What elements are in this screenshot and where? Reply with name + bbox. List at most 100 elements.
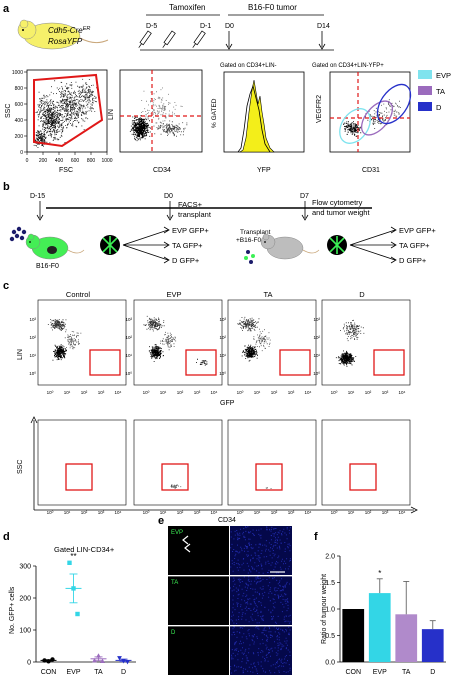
facs-line-2: transplant	[178, 210, 212, 219]
data-point	[92, 658, 97, 663]
gfp-tick-label: 10⁴	[399, 390, 406, 395]
ssc-label-c: SSC	[17, 460, 24, 474]
data-point	[67, 560, 72, 565]
day-m15: D-15	[30, 193, 45, 200]
mouse-grey-icon	[260, 233, 320, 260]
legend-a: EVP TA D	[418, 70, 451, 112]
gfp-tick-label: 10³	[194, 390, 201, 395]
gfp-tick-label: 10³	[288, 390, 295, 395]
flow-plot-ssc-cd34-ta: 10⁰ 10¹ 10² 10³ 10⁴	[227, 419, 317, 515]
arrowhead-icon	[182, 535, 189, 545]
cd34-tick-label: 10²	[365, 510, 372, 515]
fsc-tick-label: 400	[55, 158, 64, 164]
y-tick-label: 2.0	[325, 554, 335, 561]
flow-plot-vegfr2-cd31	[329, 71, 412, 153]
output-right-label: TA GFP+	[399, 241, 430, 250]
b16-cells-icon	[9, 226, 27, 242]
gfp-tick-label: 10⁰	[47, 390, 54, 395]
micrograph-label-evp: EVP	[171, 530, 183, 536]
gfp-tick-label: 10⁴	[115, 390, 122, 395]
gfp-tick-label: 10⁴	[305, 390, 312, 395]
data-point	[46, 659, 51, 664]
panel-b: b D-15 D0 D7 FACS+ transplant Flow cytom…	[3, 181, 436, 270]
gfp-tick-label: 10¹	[160, 390, 167, 395]
micrograph-green-ta	[168, 576, 229, 625]
panel-a: a Cdh5-CreER RosaYFP Tamoxifen B16-F0 tu…	[3, 3, 451, 174]
cd34-tick-label: 10²	[81, 510, 88, 515]
day-7: D7	[300, 193, 309, 200]
output-left-label: D GFP+	[172, 256, 200, 265]
lin-tick-label: 10⁰	[29, 371, 36, 376]
gate-title-2: Gated on CD34+LIN-YFP+	[312, 63, 384, 69]
gate-box	[65, 463, 93, 491]
cd34-tick-label: 10⁴	[399, 510, 406, 515]
plot-title-d: D	[359, 290, 365, 299]
plot-title-ta: TA	[263, 290, 272, 299]
significance-marker: **	[70, 552, 76, 561]
cd34-tick-label: 10¹	[254, 510, 261, 515]
gate-box	[255, 463, 283, 491]
ssc-tick-label: 1000	[12, 70, 23, 76]
flow-line-1: Flow cytometry	[312, 198, 363, 207]
output-left-label: TA GFP+	[172, 241, 203, 250]
flow-plot-lin-gfp-ta: 10⁰ 10⁰ 10¹ 10¹ 10² 10² 10³ 10³ 10⁴	[219, 299, 317, 395]
lin-tick-label: 10⁰	[125, 371, 132, 376]
gate-box	[89, 349, 121, 376]
flow-plot-ssc-cd34-control: 10⁰ 10¹ 10² 10³ 10⁴	[37, 419, 127, 515]
data-point	[121, 659, 126, 664]
y-tick-label: 300	[19, 564, 31, 571]
panel-c-label: c	[3, 280, 9, 292]
x-tick-label: CON	[345, 669, 361, 676]
arrowhead-icon	[184, 543, 191, 553]
tumor-label: B16-F0 tumor	[248, 3, 297, 12]
gfp-label-c: GFP	[220, 400, 235, 407]
micrograph-label-ta: TA	[171, 580, 178, 586]
flow-plot-fsc-ssc: 0 200 400 600 800 1000 0 200 400 600 800 1000	[12, 69, 113, 164]
bar-evp	[368, 593, 391, 662]
lin-label: LIN	[108, 109, 115, 120]
gfp-tick-label: 10⁰	[143, 390, 150, 395]
data-point	[125, 660, 130, 665]
data-point	[117, 656, 122, 661]
cd34-label-c: CD34	[218, 517, 236, 524]
flow-plot-ssc-cd34-d: 10⁰ 10¹ 10² 10³ 10⁴	[321, 419, 411, 515]
micrograph-label-d: D	[171, 630, 176, 636]
legend-label-ta: TA	[436, 87, 445, 96]
legend-label-evp: EVP	[436, 71, 451, 80]
y-tick-label: 0.0	[325, 660, 335, 667]
significance-marker: *	[378, 569, 381, 578]
data-point	[42, 658, 47, 663]
lin-tick-label: 10³	[219, 317, 226, 322]
cd34-tick-label: 10⁰	[143, 510, 150, 515]
gfp-tick-label: 10²	[81, 390, 88, 395]
ssc-tick-label: 200	[15, 134, 24, 140]
gfp-tick-label: 10⁰	[331, 390, 338, 395]
bar-d	[421, 629, 444, 662]
cd34-tick-label: 10⁴	[211, 510, 218, 515]
lin-tick-label: 10¹	[219, 353, 226, 358]
x-tick-label: CON	[41, 669, 57, 676]
panel-d-label: d	[3, 531, 10, 543]
gfp-tick-label: 10⁴	[211, 390, 218, 395]
cd34-tick-label: 10²	[177, 510, 184, 515]
cd34-tick-label: 10⁰	[237, 510, 244, 515]
cd34-tick-label: 10⁴	[115, 510, 122, 515]
micrograph-blue-evp	[230, 526, 292, 575]
gate-box	[349, 463, 377, 491]
day-m5: D-5	[146, 23, 157, 30]
micrograph-blue-ta	[230, 576, 292, 625]
lin-label-c: LIN	[17, 349, 24, 360]
fsc-tick-label: 800	[87, 158, 96, 164]
transplant-line-2: +B16-F0 1:1	[236, 237, 272, 244]
lin-tick-label: 10¹	[29, 353, 36, 358]
day-0-b: D0	[164, 193, 173, 200]
mouse-label-rosa: RosaYFP	[48, 37, 83, 46]
ssc-tick-label: 400	[15, 118, 24, 124]
ssc-tick-label: 800	[15, 86, 24, 92]
plot-title-evp: EVP	[166, 290, 181, 299]
panel-d-title: Gated LIN-CD34+	[54, 545, 115, 554]
yfp-label: YFP	[257, 167, 271, 174]
panel-d: d Gated LIN-CD34+ No. GFP+ cells 0 100 200…	[3, 531, 136, 676]
flow-plot-lin-gfp-d: 10⁰ 10⁰ 10¹ 10¹ 10² 10² 10³ 10³ 10⁴	[313, 299, 411, 395]
gate-box	[185, 349, 217, 376]
